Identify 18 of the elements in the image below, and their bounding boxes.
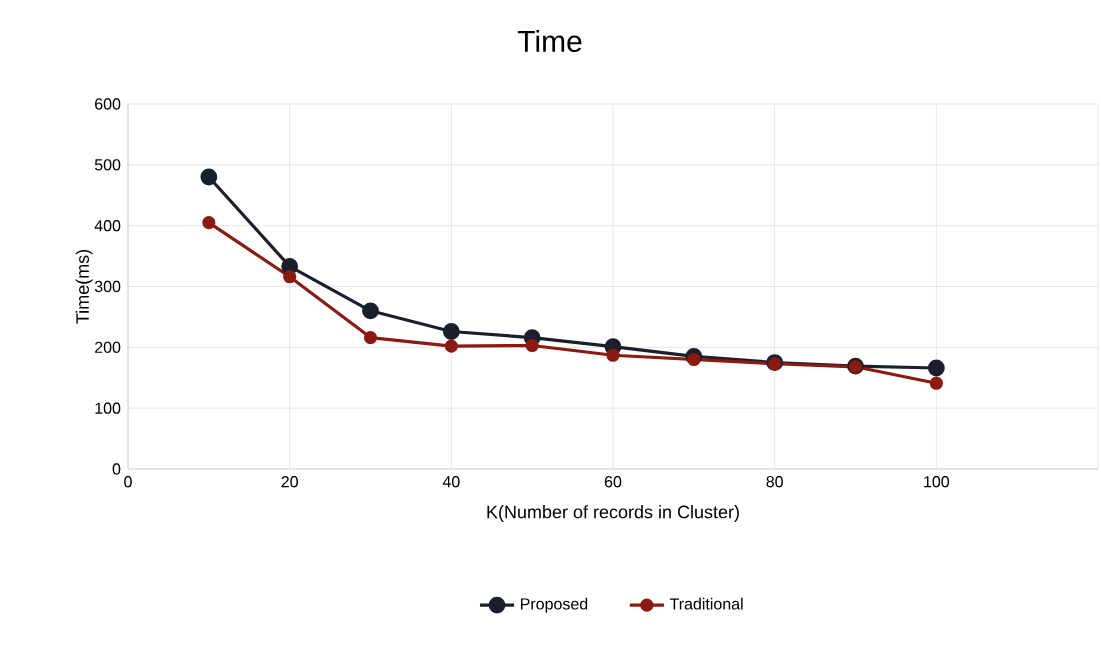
y-tick-label: 0 [112,463,121,475]
y-tick-label: 300 [94,280,121,293]
x-axis-title: K(Number of records in Cluster) [487,505,739,522]
x-tick-label: 60 [604,476,622,488]
x-tick-label: 80 [766,476,783,488]
x-tick-label: 0 [124,476,132,488]
y-axis-title: Time(ms) [75,249,93,324]
x-tick-label: 100 [924,476,950,488]
x-tick-label: 20 [281,476,298,488]
chart-title: Time [517,29,582,52]
x-tick-label: 40 [442,476,460,488]
y-tick-label: 400 [94,220,121,232]
y-tick-label: 600 [95,98,121,110]
y-tick-label: 200 [95,341,121,353]
y-tick-label: 100 [95,402,121,414]
legend-label: Proposed [521,597,588,613]
legend-label: Traditional [669,597,743,610]
y-tick-label: 500 [94,159,121,171]
